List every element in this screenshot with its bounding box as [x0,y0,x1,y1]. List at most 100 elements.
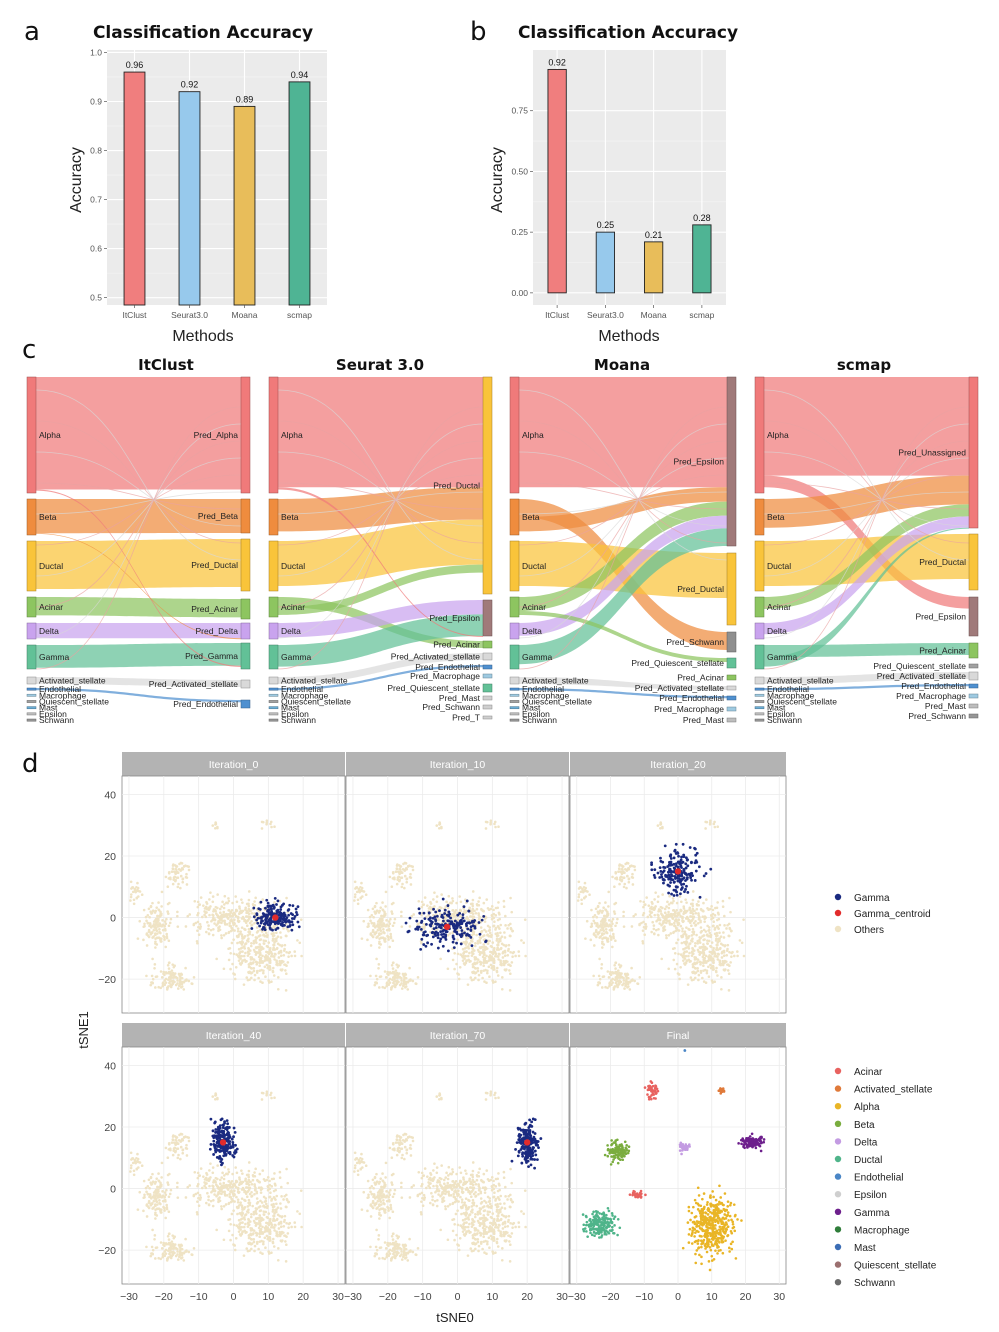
point-other [133,889,137,893]
point-other [238,905,241,908]
point-other [243,1189,247,1193]
point-gamma [252,915,256,919]
point-other [691,927,695,931]
point-other [622,876,625,880]
point-other [719,935,723,938]
point-gamma [427,917,431,921]
sankey-node-pred_mast [482,695,493,701]
point-other [653,913,657,917]
point-other [479,926,483,929]
point-other [152,935,155,938]
point-other [489,823,492,826]
point-other [154,932,157,935]
point-other [184,925,188,928]
point-other [268,1236,272,1240]
point-other [259,1209,263,1212]
chart-b-x-axis-title: Methods [598,328,659,345]
sankey-node-pred_delta [240,622,251,640]
point-other [238,1212,242,1215]
point-other [157,1207,161,1211]
point-other [713,928,717,931]
point-other [255,1212,258,1215]
point-other [264,931,268,935]
point-other [628,988,632,991]
point-other [212,927,215,931]
point-other [161,919,164,922]
point-other [701,976,704,980]
point-other [675,919,678,923]
point-other [168,1172,171,1176]
point-other [420,905,424,909]
point-gamma [439,926,443,930]
sankey-thin-flow [763,451,970,527]
point-gamma [446,949,450,953]
point-other [620,879,623,883]
point-other [382,928,385,931]
point-other [228,1185,232,1188]
point-gamma [444,938,448,941]
point-other [240,898,243,901]
point-other [601,921,605,924]
point-other [698,946,702,949]
point-other [153,1237,156,1241]
point-other [207,927,210,931]
point-other [278,1176,282,1179]
point-other [478,936,482,939]
sankey-flow-activated_stellate [36,677,241,687]
sankey-node-pred_quiescent_stellate [726,657,737,669]
point-other [271,1210,275,1213]
point-other [467,958,470,962]
point-other [643,933,646,936]
point-other [222,910,226,914]
point-other [207,924,210,927]
point-gamma [482,914,486,918]
point-gamma [463,931,466,935]
sankey-node-beta [509,498,520,536]
point-other [590,908,593,912]
point-other [375,977,379,981]
point-other [672,958,676,962]
point-other [234,965,238,969]
point-other [179,861,183,865]
point-other [680,900,683,904]
point-other [483,928,486,932]
point-other [247,962,251,966]
point-other [385,919,388,922]
point-gamma [688,873,692,877]
sankey-node-pred_ductal [726,552,737,626]
point-other [197,933,201,936]
point-other [168,1192,172,1196]
point-other [598,957,601,961]
point-other [144,915,148,919]
sankey-node-beta [26,498,37,536]
point-other [180,973,184,976]
point-other [147,935,151,939]
point-other [381,917,384,920]
point-other [620,870,623,874]
sankey-left-label: Activated_stellate [767,676,834,686]
sankey-node-alpha [754,376,765,494]
point-other [149,983,153,987]
point-other [166,1249,170,1252]
point-other [405,877,409,880]
point-other [458,965,462,969]
point-gamma [659,869,663,873]
point-other [669,901,673,905]
point-other [264,958,268,962]
point-other [630,864,633,867]
point-other [247,1218,251,1222]
point-other [628,980,632,984]
point-other [158,915,162,918]
point-other [590,922,594,926]
point-other [606,940,609,943]
point-other [257,976,260,980]
point-other [258,1232,261,1236]
point-other [607,919,611,922]
point-other [707,926,711,929]
point-other [711,924,715,928]
point-gamma [255,918,259,922]
point-other [219,911,222,914]
point-other [580,898,583,902]
point-other [411,979,415,983]
point-other [592,919,596,923]
